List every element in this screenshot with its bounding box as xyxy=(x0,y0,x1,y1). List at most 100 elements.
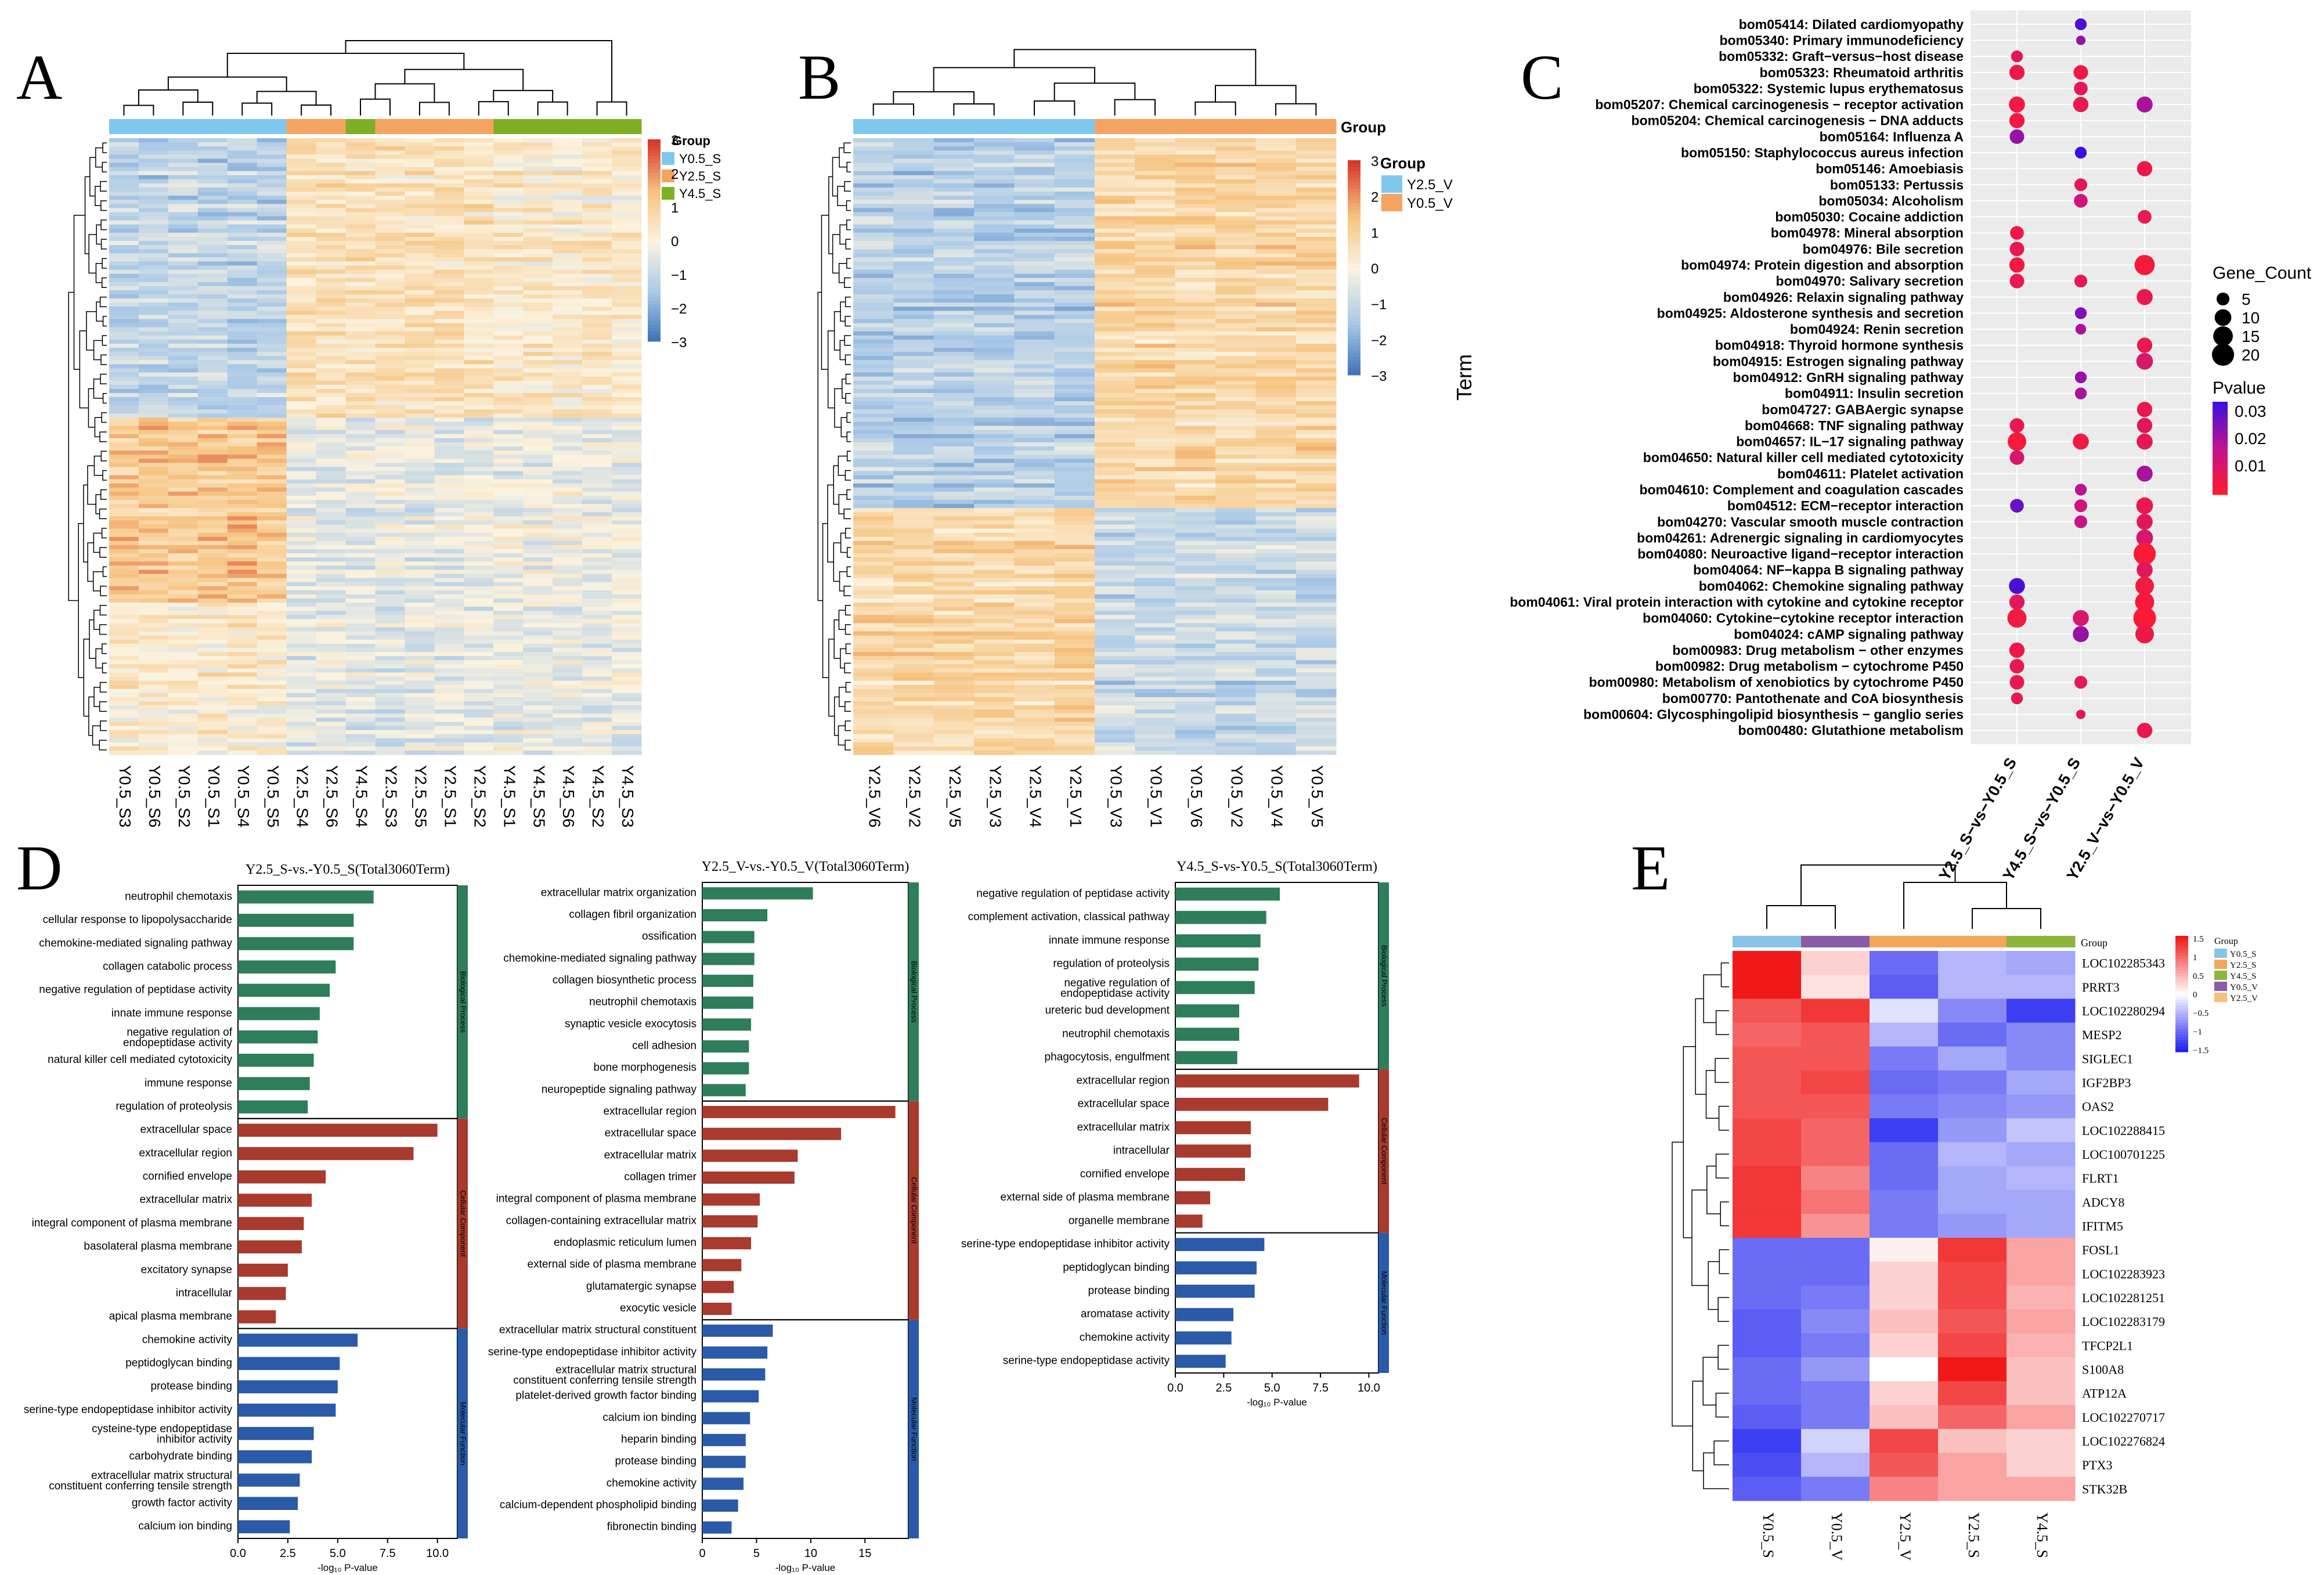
heatmap-cell xyxy=(1014,384,1055,390)
heatmap-cell xyxy=(1295,196,1337,200)
heatmap-cell xyxy=(464,524,494,529)
heatmap-cell xyxy=(109,516,139,521)
heatmap-cell xyxy=(1054,557,1095,562)
heatmap-cell xyxy=(286,204,317,208)
heatmap-cell xyxy=(1095,578,1135,583)
heatmap-cell xyxy=(257,483,287,488)
heatmap-cell xyxy=(1295,722,1337,726)
heatmap-cell xyxy=(493,603,524,607)
heatmap-cell xyxy=(345,192,376,196)
heatmap-cell xyxy=(375,216,405,221)
heatmap-cell xyxy=(493,500,524,504)
heatmap-cell xyxy=(1295,598,1337,603)
heatmap-cell xyxy=(933,709,975,714)
heatmap-cell xyxy=(493,204,524,208)
heatmap-cell xyxy=(168,672,199,677)
heatmap-cell xyxy=(612,726,642,731)
heatmap-cell xyxy=(1295,557,1337,562)
heatmap-cell xyxy=(1295,175,1337,180)
group-bar-cell xyxy=(109,119,139,134)
heatmap-cell xyxy=(853,224,894,229)
heatmap-cell xyxy=(464,561,494,566)
heatmap-cell xyxy=(316,459,347,463)
heatmap-cell xyxy=(893,643,934,648)
heatmap-cell xyxy=(1014,138,1055,143)
heatmap-cell xyxy=(464,508,494,513)
heatmap-cell xyxy=(1014,664,1055,669)
heatmap-cell xyxy=(1135,713,1176,718)
heatmap-cell xyxy=(1014,241,1055,246)
heatmap-cell xyxy=(464,446,494,451)
heatmap-cell xyxy=(1054,508,1095,513)
heatmap-cell xyxy=(345,397,376,402)
heatmap-cell xyxy=(1255,508,1297,513)
heatmap-cell xyxy=(933,315,975,320)
heatmap-cell xyxy=(853,730,894,735)
heatmap-cell xyxy=(1215,504,1256,509)
heatmap-cell xyxy=(1135,146,1176,151)
heatmap-cell xyxy=(345,684,376,690)
heatmap-cell xyxy=(523,689,553,694)
heatmap-cell xyxy=(434,192,464,196)
heatmap-cell xyxy=(1175,417,1216,423)
heatmap-cell xyxy=(853,647,894,653)
heatmap-cell xyxy=(974,656,1015,661)
heatmap-cell xyxy=(1135,224,1176,229)
heatmap-cell xyxy=(1095,146,1135,151)
heatmap-cell xyxy=(197,434,228,439)
heatmap-cell xyxy=(582,578,612,583)
heatmap-cell xyxy=(286,545,317,550)
heatmap-cell xyxy=(1295,253,1337,258)
heatmap-cell xyxy=(464,311,494,315)
heatmap-cell xyxy=(286,360,317,365)
heatmap-cell xyxy=(933,442,975,447)
heatmap-cell xyxy=(523,652,553,657)
heatmap-cell xyxy=(345,750,376,755)
heatmap-cell xyxy=(405,323,435,328)
heatmap-cell xyxy=(316,298,347,303)
heatmap-cell xyxy=(582,742,612,747)
heatmap-cell xyxy=(582,376,612,381)
heatmap-cell xyxy=(933,348,975,352)
heatmap-cell xyxy=(405,652,435,657)
heatmap-cell xyxy=(405,730,435,735)
heatmap-cell xyxy=(553,491,583,496)
column-label: Y0.5_S5 xyxy=(264,765,282,827)
heatmap-cell xyxy=(405,352,435,356)
heatmap-cell xyxy=(1215,540,1256,546)
heatmap-cell xyxy=(582,446,612,451)
heatmap-cell xyxy=(493,360,524,365)
heatmap-cell xyxy=(316,639,347,644)
heatmap-cell xyxy=(974,545,1015,550)
heatmap-cell xyxy=(434,187,464,192)
heatmap-cell xyxy=(933,718,975,722)
heatmap-cell xyxy=(1095,208,1135,212)
color-scale-step xyxy=(648,331,661,335)
heatmap-cell xyxy=(168,619,199,623)
color-scale-step xyxy=(648,226,661,231)
heatmap-cell xyxy=(1054,603,1095,607)
heatmap-cell xyxy=(434,401,464,406)
color-scale-step xyxy=(648,243,661,248)
heatmap-cell xyxy=(1215,401,1256,406)
heatmap-cell xyxy=(316,487,347,492)
heatmap-cell xyxy=(257,319,287,324)
heatmap-cell xyxy=(1175,438,1216,443)
heatmap-cell xyxy=(933,631,975,636)
heatmap-cell xyxy=(1135,516,1176,521)
heatmap-cell xyxy=(257,528,287,534)
panel-label-b: B xyxy=(798,42,841,113)
heatmap-cell xyxy=(1095,652,1135,657)
heatmap-cell xyxy=(227,516,258,521)
heatmap-cell xyxy=(493,282,524,287)
heatmap-cell xyxy=(523,611,553,615)
heatmap-cell xyxy=(1215,697,1256,702)
heatmap-cell xyxy=(434,607,464,611)
heatmap-cell xyxy=(893,417,934,423)
heatmap-cell xyxy=(1215,269,1256,275)
dendrogram-branch xyxy=(846,566,851,577)
heatmap-cell xyxy=(933,257,975,262)
heatmap-cell xyxy=(316,586,347,591)
heatmap-cell xyxy=(493,335,524,340)
heatmap-cell xyxy=(257,216,287,221)
